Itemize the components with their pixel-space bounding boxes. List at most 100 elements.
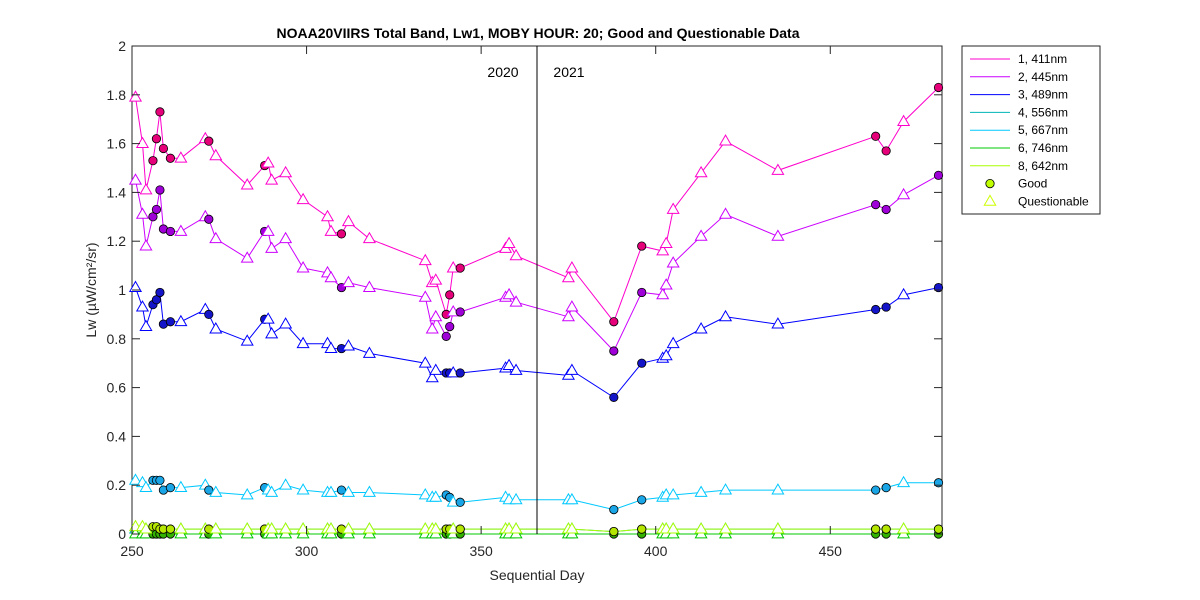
legend-label: Questionable [1018,194,1089,208]
questionable-point [279,522,293,534]
questionable-point [261,156,275,168]
questionable-point [341,485,356,497]
good-point [455,368,465,378]
good-point [455,497,465,507]
questionable-point [565,363,579,375]
questionable-point [771,163,785,175]
questionable-point [265,485,279,497]
questionable-point [261,224,275,236]
good-point [151,295,162,305]
good-point [455,524,465,534]
questionable-point [659,236,673,249]
legend-label: 5, 667nm [1018,123,1068,137]
questionable-point [897,187,911,200]
questionable-point [425,370,439,383]
axes: 250 300 350 400 450 0 0.2 0.4 0.6 0.8 1 1.2 1.4 1.6 1.… [107,38,942,559]
questionable-point [174,314,188,327]
questionable-point [771,522,785,534]
chart-title: NOAA20VIIRS Total Band, Lw1, MOBY HOUR: … [277,25,800,41]
questionable-point [502,236,516,249]
questionable-point [425,322,439,334]
questionable-point [209,148,223,161]
good-point [637,495,647,505]
questionable-point [296,336,310,349]
questionable-point [694,522,708,534]
questionable-point [261,312,275,324]
questionable-point [324,485,338,497]
good-point [871,524,881,534]
y-tick-label: 2 [118,38,126,54]
questionable-point [718,309,733,322]
questionable-point [656,287,670,300]
good-point [637,358,647,368]
questionable-point [561,270,575,283]
y-tick-label: 0.6 [107,380,127,396]
questionable-point [418,356,432,368]
questionable-point [240,522,254,534]
good-point [881,524,891,534]
good-point [871,485,881,495]
good-point [165,153,176,163]
questionable-point [771,229,785,241]
questionable-point [324,341,338,353]
questionable-point [418,290,432,302]
questionable-point [265,522,279,534]
questionable-point [139,480,153,493]
good-point [165,524,176,534]
questionable-point [174,480,188,493]
questionable-point [279,165,293,178]
questionable-point [265,173,279,185]
questionable-point [694,229,708,241]
good-point [155,287,165,298]
good-point [637,241,647,251]
questionable-point [279,231,293,244]
questionable-point [240,334,254,346]
good-point [871,131,881,141]
questionable-point [565,261,579,273]
questionable-point [509,363,523,375]
good-point [155,185,165,195]
legend-label: 3, 489nm [1018,88,1068,102]
questionable-point [265,241,279,253]
good-point [609,346,619,356]
questionable-point [502,287,516,300]
good-point [204,136,214,146]
questionable-point [429,490,443,502]
y-tick-label: 0.8 [107,331,127,347]
questionable-point [694,165,708,178]
y-tick-label: 1.8 [107,87,127,103]
good-point [441,331,451,341]
questionable-point [296,522,310,534]
good-point [204,309,214,319]
questionable-point [174,522,188,534]
good-point [933,82,944,93]
good-point [933,170,944,180]
questionable-point [139,319,153,331]
y-tick-label: 0.4 [107,428,127,444]
questionable-point [139,182,153,195]
questionable-point [418,487,432,500]
questionable-point [429,522,443,534]
good-point [148,212,158,222]
questionable-point [659,348,673,361]
questionable-point [209,522,223,534]
questionable-point [718,483,733,495]
x-axis-label: Sequential Day [490,567,585,583]
good-point [637,524,647,534]
year-label-2021: 2021 [553,64,584,80]
questionable-point [565,522,579,534]
questionable-point [429,309,443,322]
questionable-point [362,231,376,244]
questionable-point [324,270,338,283]
questionable-point [502,358,516,371]
good-point [151,134,162,144]
questionable-point [135,207,150,219]
questionable-point [279,478,293,490]
questionable-point [135,300,150,312]
good-point [336,485,347,495]
questionable-point [897,522,911,534]
questionable-point [296,261,310,273]
questionable-point [509,522,523,534]
good-point [445,290,455,300]
